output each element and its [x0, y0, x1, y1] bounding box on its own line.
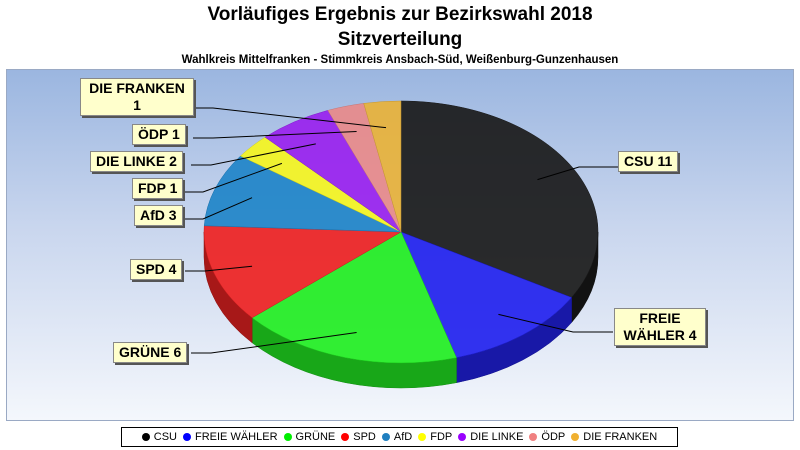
legend-marker	[418, 433, 427, 441]
legend-label: DIE FRANKEN	[583, 431, 658, 443]
legend-marker	[183, 433, 191, 441]
legend-label: GRÜNE	[295, 431, 336, 443]
leader-line-ödp	[193, 130, 357, 139]
pie-chart	[183, 100, 619, 389]
pie-top-group	[203, 100, 599, 364]
leader-line-die-linke	[191, 143, 316, 166]
leader-line-spd	[185, 265, 253, 272]
legend: CSU FREIE WÄHLER GRÜNE SPD AfD FDP DIE LINKE ÖD…	[121, 427, 678, 447]
callout-die-franken-text: DIE FRANKEN 1	[89, 80, 185, 113]
legend-item: AfD	[381, 431, 413, 443]
legend-item: FDP	[418, 431, 452, 443]
legend-item: DIE FRANKEN	[571, 431, 657, 443]
leader-line-fdp	[183, 162, 283, 193]
pie-slice-freie-wähler	[400, 231, 573, 358]
callout-spd-text: SPD 4	[136, 261, 177, 277]
pie-slice-afd	[203, 155, 402, 233]
leader-line-freie-wähler	[498, 313, 613, 333]
callout-freie-waehler: FREIE WÄHLER 4	[614, 308, 706, 346]
callout-fdp-text: FDP 1	[138, 180, 178, 196]
callout-spd: SPD 4	[130, 259, 183, 280]
legend-marker	[341, 433, 350, 441]
leader-line-csu	[537, 166, 619, 181]
legend-marker	[571, 433, 580, 441]
pie-slice-spd	[203, 225, 402, 319]
chart-caption: Wahlkreis Mittelfranken - Stimmkreis Ans…	[181, 54, 619, 66]
legend-label: AfD	[393, 431, 413, 443]
leader-lines	[183, 107, 619, 354]
pie-slice-grüne	[251, 231, 457, 364]
legend-item: SPD	[341, 431, 376, 443]
legend-label: FREIE WÄHLER	[195, 431, 278, 443]
legend-marker	[458, 433, 467, 441]
legend-label: ÖDP	[541, 431, 566, 443]
pie-slice-die-franken	[363, 100, 402, 233]
legend-marker	[381, 433, 390, 441]
legend-marker	[283, 433, 292, 441]
chart-subtitle: Sitzverteilung	[337, 29, 463, 50]
legend-marker	[141, 433, 150, 441]
legend-item: GRÜNE	[283, 431, 336, 443]
callout-csu-text: CSU 11	[624, 153, 673, 169]
callout-die-franken: DIE FRANKEN 1	[80, 78, 194, 116]
legend-item: FREIE WÄHLER	[183, 431, 278, 443]
callout-die-linke-text: DIE LINKE 2	[96, 153, 177, 169]
callout-oedp: ÖDP 1	[132, 124, 186, 145]
legend-label: FDP	[430, 431, 453, 443]
leader-line-afd	[183, 197, 253, 220]
legend-marker	[529, 433, 538, 441]
legend-item: ÖDP	[529, 431, 565, 443]
legend-label: DIE LINKE	[470, 431, 524, 443]
legend-item: CSU	[141, 431, 177, 443]
legend-label: SPD	[353, 431, 376, 443]
plot-area	[6, 69, 794, 421]
callout-csu: CSU 11	[618, 151, 679, 172]
legend-item: DIE LINKE	[458, 431, 523, 443]
pie-slice-csu	[400, 100, 599, 298]
callout-gruene-text: GRÜNE 6	[119, 344, 182, 360]
callout-afd-text: AfD 3	[140, 207, 177, 223]
callout-oedp-text: ÖDP 1	[138, 126, 180, 142]
callout-fdp: FDP 1	[132, 178, 184, 199]
leader-line-grüne	[191, 332, 357, 354]
chart-title: Vorläufiges Ergebnis zur Bezirkswahl 201…	[207, 4, 593, 25]
callout-freie-waehler-text: FREIE WÄHLER 4	[623, 310, 697, 343]
legend-label: CSU	[153, 431, 177, 443]
leader-line-die-franken	[193, 107, 387, 129]
callout-afd: AfD 3	[134, 205, 183, 226]
callout-die-linke: DIE LINKE 2	[90, 151, 183, 172]
callout-gruene: GRÜNE 6	[113, 342, 188, 363]
